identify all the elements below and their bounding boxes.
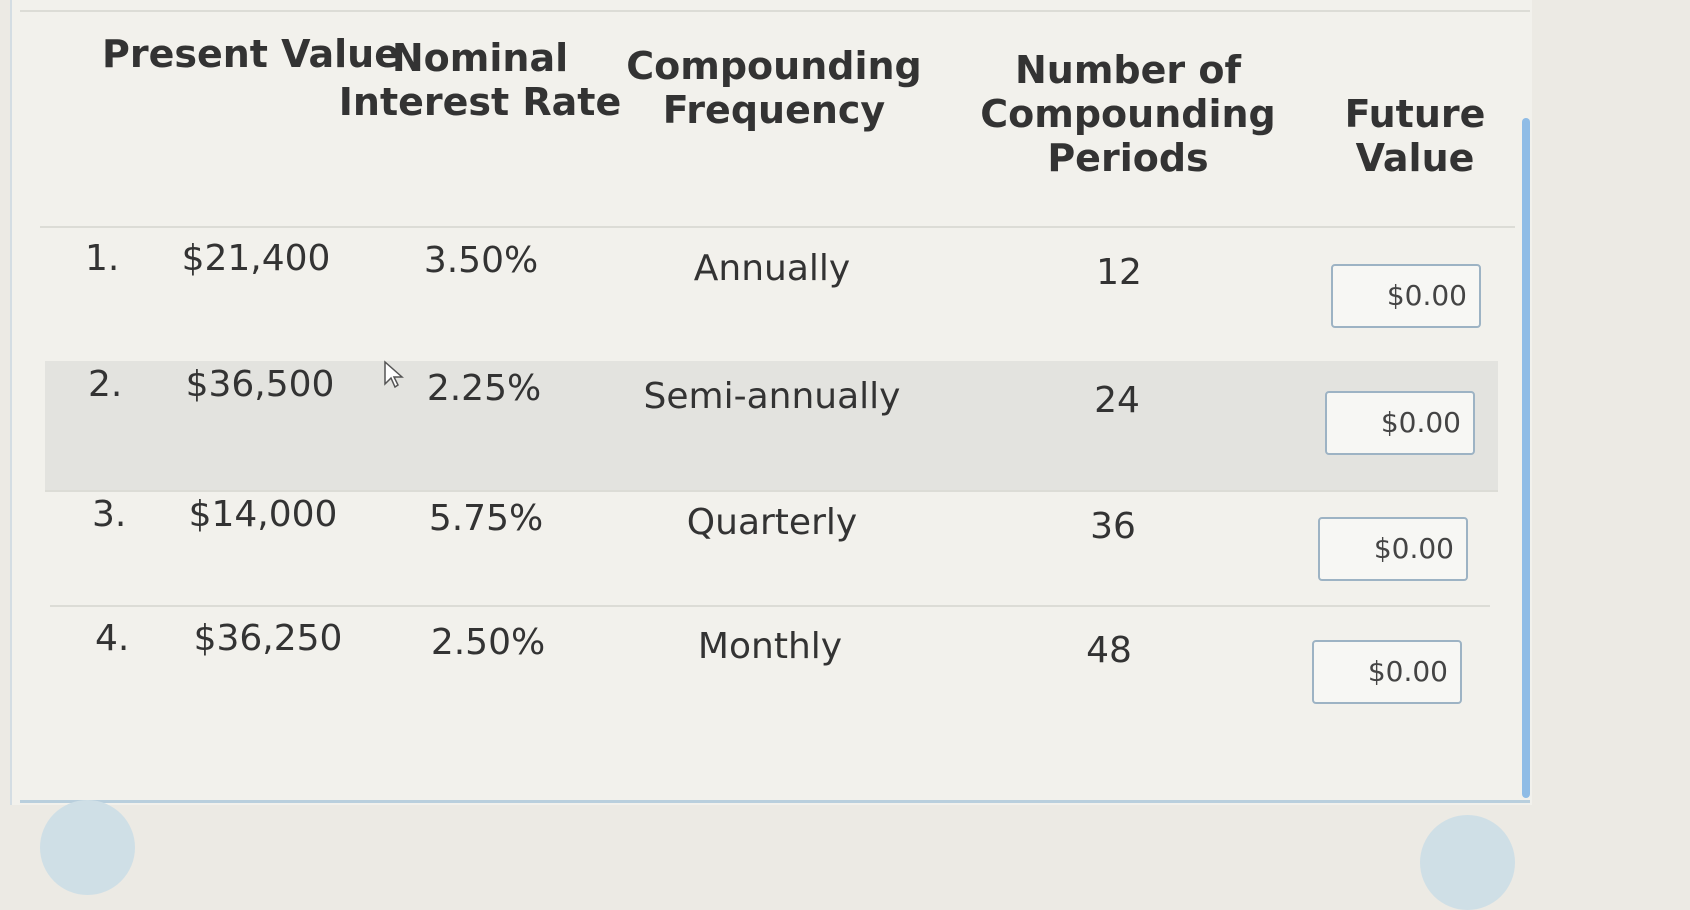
future-value-input[interactable]: $0.00 xyxy=(1318,517,1468,581)
future-value-input[interactable]: $0.00 xyxy=(1331,264,1481,328)
present-value: $36,500 xyxy=(185,364,335,405)
compounding-frequency: Annually xyxy=(693,248,851,289)
compounding-frequency: Quarterly xyxy=(686,502,858,543)
check-button[interactable] xyxy=(40,800,135,895)
future-value-input[interactable]: $0.00 xyxy=(1325,391,1475,455)
compounding-frequency: Monthly xyxy=(697,626,843,667)
row-divider xyxy=(50,605,1490,607)
header-divider xyxy=(40,226,1515,228)
row-highlight xyxy=(45,361,1498,490)
next-button[interactable] xyxy=(1420,815,1515,910)
periods: 48 xyxy=(1086,630,1132,671)
row-divider xyxy=(45,490,1498,492)
header-nominal-rate: Nominal Interest Rate xyxy=(338,36,622,124)
header-compounding-frequency: Compounding Frequency xyxy=(626,44,922,132)
periods: 24 xyxy=(1094,380,1140,421)
interest-rate: 2.50% xyxy=(430,622,546,663)
compounding-frequency: Semi-annually xyxy=(643,376,901,417)
header-number-of-periods: Number of Compounding Periods xyxy=(980,48,1276,180)
row-number: 3. xyxy=(92,494,127,535)
present-value: $14,000 xyxy=(188,494,338,535)
present-value: $21,400 xyxy=(181,238,331,279)
present-value: $36,250 xyxy=(193,618,343,659)
future-value-input[interactable]: $0.00 xyxy=(1312,640,1462,704)
row-number: 1. xyxy=(85,238,120,279)
row-number: 4. xyxy=(95,618,130,659)
divider xyxy=(20,10,1530,12)
periods: 12 xyxy=(1096,252,1142,293)
interest-rate: 5.75% xyxy=(428,498,544,539)
interest-rate: 3.50% xyxy=(423,240,539,281)
bottom-divider xyxy=(20,800,1530,803)
header-future-value: Future Value xyxy=(1344,92,1486,180)
mouse-cursor-icon xyxy=(384,360,404,389)
header-present-value: Present Value xyxy=(101,32,401,76)
scrollbar[interactable] xyxy=(1522,118,1530,798)
row-number: 2. xyxy=(88,364,123,405)
periods: 36 xyxy=(1090,506,1136,547)
interest-rate: 2.25% xyxy=(426,368,542,409)
